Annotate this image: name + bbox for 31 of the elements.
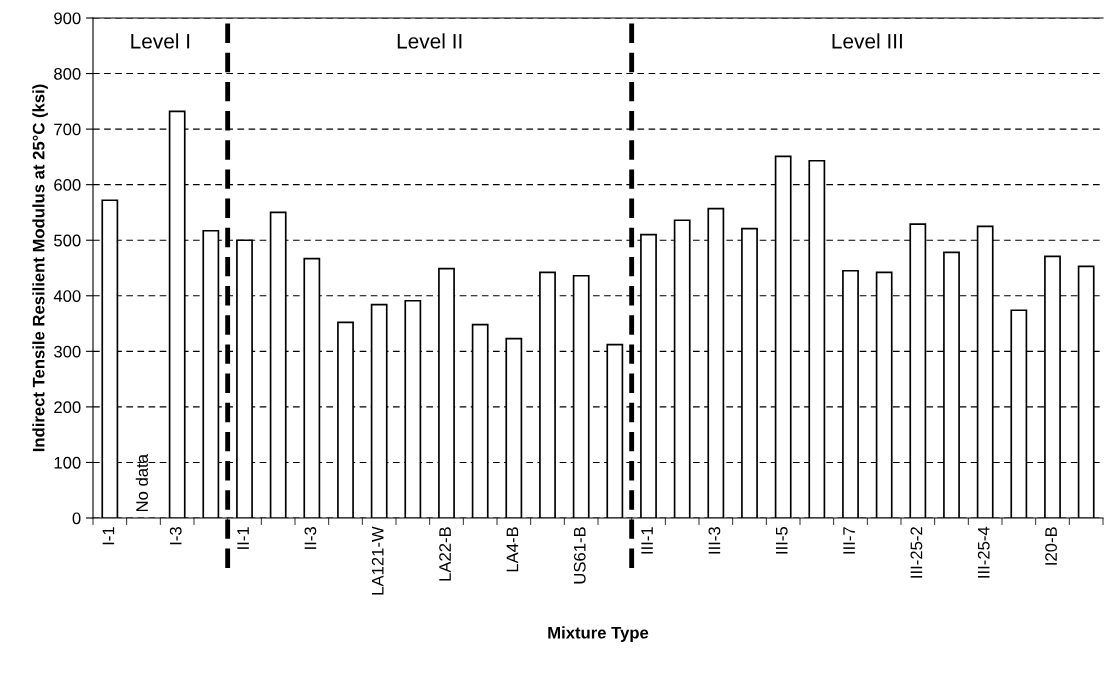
y-tick-label: 300 xyxy=(54,345,81,358)
x-tick-label: II-1 xyxy=(237,527,249,549)
x-tick-label: LA4-B xyxy=(506,527,519,572)
x-tick-label: III-25-2 xyxy=(910,527,923,578)
x-axis-title: Mixture Type xyxy=(548,626,649,642)
y-axis-title: Indirect Tensile Resilient Modulus at 25°C (ksi) xyxy=(32,84,48,452)
x-tick-label: LA22-B xyxy=(439,527,451,581)
y-tick-label: 0 xyxy=(72,512,81,525)
y-tick-label: 500 xyxy=(54,234,81,247)
annotation: Level I xyxy=(131,33,190,49)
y-tick-label: 100 xyxy=(54,456,81,469)
y-tick-label: 600 xyxy=(54,179,81,191)
x-tick-label: US61-B xyxy=(573,527,586,584)
x-tick-label: I20-B xyxy=(1045,527,1057,565)
y-tick-label: 700 xyxy=(54,123,81,136)
x-tick-label: III-7 xyxy=(843,527,855,554)
x-tick-label: III-5 xyxy=(776,527,788,554)
y-tick-label: 900 xyxy=(54,12,81,25)
x-tick-label: LA121-W xyxy=(371,526,384,595)
x-tick-label: II-3 xyxy=(304,527,317,549)
y-tick-label: 800 xyxy=(54,67,81,80)
x-tick-label: I-1 xyxy=(102,527,115,545)
y-tick-label: 200 xyxy=(54,401,81,414)
x-tick-label: III-1 xyxy=(641,527,653,554)
x-tick-label: I-3 xyxy=(169,527,182,545)
annotation: Level III xyxy=(832,33,902,49)
annotation: Level II xyxy=(397,33,462,49)
x-tick-label: III-3 xyxy=(708,527,721,554)
y-tick-label: 400 xyxy=(53,290,81,302)
x-tick-label: III-25-4 xyxy=(977,526,990,578)
annotation: No data xyxy=(135,454,148,512)
